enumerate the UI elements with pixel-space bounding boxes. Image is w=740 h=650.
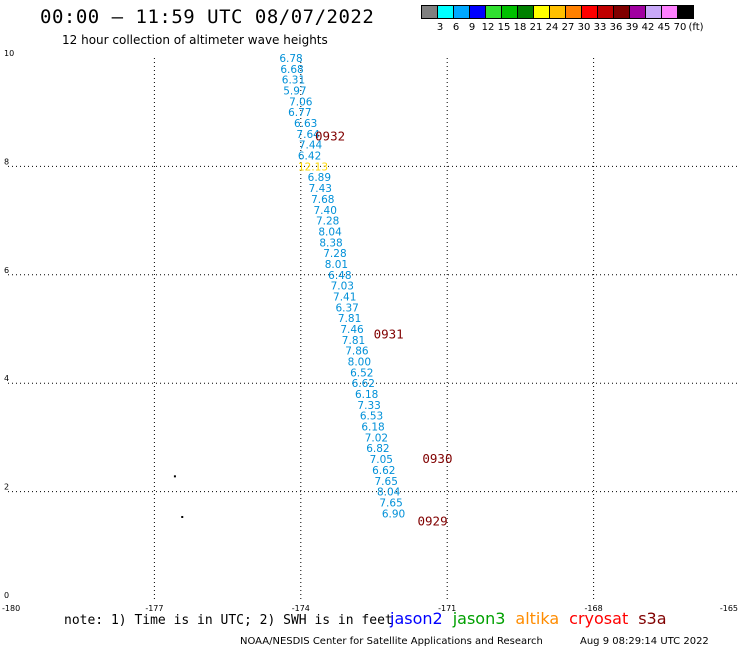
satellite-jason2: jason2 <box>390 609 443 628</box>
y-tick-label: 4 <box>4 374 9 383</box>
satellite-legend: jason2 jason3 altika cryosat s3a <box>390 609 677 628</box>
swh-value: 7.41 <box>333 291 356 303</box>
swh-value: 7.02 <box>365 432 388 444</box>
y-tick-label: 6 <box>4 266 9 275</box>
swh-value: 8.01 <box>325 259 348 271</box>
swh-value: 6.90 <box>382 508 405 520</box>
units-note: note: 1) Time is in UTC; 2) SWH is in fe… <box>64 613 393 628</box>
swh-value: 6.31 <box>282 75 305 87</box>
swh-value: 7.65 <box>375 476 398 488</box>
swh-value: 7.40 <box>314 205 337 217</box>
swh-value: 6.63 <box>294 118 317 130</box>
legend-label: 12 <box>481 22 495 33</box>
swh-value: 12.13 <box>298 161 328 173</box>
swh-value: 7.64 <box>296 129 320 141</box>
x-tick-label: -180 <box>2 604 20 613</box>
satellite-s3a: s3a <box>638 609 667 628</box>
swh-value: 6.89 <box>308 172 331 184</box>
swh-value: 7.28 <box>316 216 339 228</box>
legend-label: 33 <box>593 22 607 33</box>
legend-swatches <box>421 5 694 19</box>
y-tick-label: 10 <box>4 49 14 58</box>
swh-value: 6.48 <box>328 270 351 282</box>
swh-value: 6.82 <box>366 443 389 455</box>
axis-ticks: -180 -177 -174 -171 -168 -165 0 2 4 6 8 10 <box>2 49 738 613</box>
y-tick-label: 0 <box>4 591 9 600</box>
island-dot <box>181 515 184 518</box>
legend-label: 9 <box>468 22 476 33</box>
swh-points: 6.786.686.315.977.066.776.637.647.446.42… <box>279 53 405 520</box>
swh-value: 7.44 <box>299 140 323 152</box>
legend-label: 6 <box>452 22 460 33</box>
swh-value: 6.52 <box>350 367 373 379</box>
legend-label: 39 <box>625 22 639 33</box>
pass-time-label: 0929 <box>418 513 448 528</box>
island-dot <box>173 475 176 478</box>
generated-timestamp: Aug 9 08:29:14 UTC 2022 <box>580 636 709 647</box>
swh-value: 6.18 <box>355 389 378 401</box>
swh-value: 6.62 <box>372 465 395 477</box>
time-labels: 0932 0931 0930 0929 <box>315 129 452 529</box>
legend-label: 36 <box>609 22 623 33</box>
swh-value: 6.78 <box>279 53 302 65</box>
swh-value: 6.68 <box>280 64 303 76</box>
swh-value: 7.86 <box>345 346 369 358</box>
legend-label: 18 <box>513 22 527 33</box>
pass-time-label: 0930 <box>422 451 452 466</box>
swh-value: 7.33 <box>357 400 380 412</box>
satellite-altika: altika <box>515 609 560 628</box>
legend-label: 42 <box>641 22 655 33</box>
swh-value: 7.46 <box>340 324 364 336</box>
swh-value: 6.53 <box>360 411 383 423</box>
swh-value: 7.03 <box>331 281 354 293</box>
swh-value: 7.28 <box>323 248 346 260</box>
swh-value: 7.68 <box>311 194 334 206</box>
swh-value: 7.81 <box>342 335 365 347</box>
swh-value: 6.42 <box>298 151 321 163</box>
swh-value: 7.06 <box>289 96 313 108</box>
swh-value: 7.05 <box>370 454 393 466</box>
x-tick-label: -177 <box>145 604 163 613</box>
legend-label: 45 <box>657 22 671 33</box>
swh-value: 7.43 <box>309 183 332 195</box>
x-tick-label: -165 <box>720 604 738 613</box>
satellite-jason3: jason3 <box>452 609 506 628</box>
y-tick-label: 2 <box>4 483 9 492</box>
satellite-cryosat: cryosat <box>569 609 629 628</box>
color-legend: 3 6 9 12 15 18 21 24 27 30 33 36 39 42 45 70 (ft) <box>421 5 704 33</box>
legend-label: 15 <box>497 22 511 33</box>
swh-value: 8.00 <box>348 357 371 369</box>
x-tick-label: -171 <box>438 604 456 613</box>
swh-value: 6.77 <box>288 107 311 119</box>
legend-label: 3 <box>436 22 444 33</box>
legend-label: 70 <box>673 22 687 33</box>
swh-value: 5.97 <box>283 86 306 98</box>
swh-value: 8.04 <box>318 226 342 238</box>
swh-value: 6.18 <box>361 422 384 434</box>
legend-label: 27 <box>561 22 575 33</box>
swh-value: 6.37 <box>335 302 358 314</box>
pass-time-label: 0931 <box>374 326 404 341</box>
islands <box>173 475 184 518</box>
swh-value: 7.65 <box>379 497 402 509</box>
page-subtitle: 12 hour collection of altimeter wave hei… <box>62 33 328 47</box>
pass-time-label: 0932 <box>315 129 345 144</box>
y-tick-label: 8 <box>4 157 9 166</box>
legend-label: 21 <box>529 22 543 33</box>
swh-value: 6.62 <box>352 378 375 390</box>
x-tick-label: -168 <box>585 604 603 613</box>
legend-label: 30 <box>577 22 591 33</box>
legend-label: (ft) <box>688 22 704 33</box>
legend-swatch <box>677 5 694 19</box>
swh-value: 8.04 <box>377 487 401 499</box>
legend-label: 24 <box>545 22 559 33</box>
legend-labels: 3 6 9 12 15 18 21 24 27 30 33 36 39 42 45 70 (ft) <box>422 22 740 36</box>
swh-value: 7.81 <box>338 313 361 325</box>
credit-text: NOAA/NESDIS Center for Satellite Applica… <box>240 636 543 647</box>
x-tick-label: -174 <box>292 604 310 613</box>
page-title: 00:00 – 11:59 UTC 08/07/2022 <box>40 6 375 28</box>
swh-value: 8.38 <box>319 237 342 249</box>
